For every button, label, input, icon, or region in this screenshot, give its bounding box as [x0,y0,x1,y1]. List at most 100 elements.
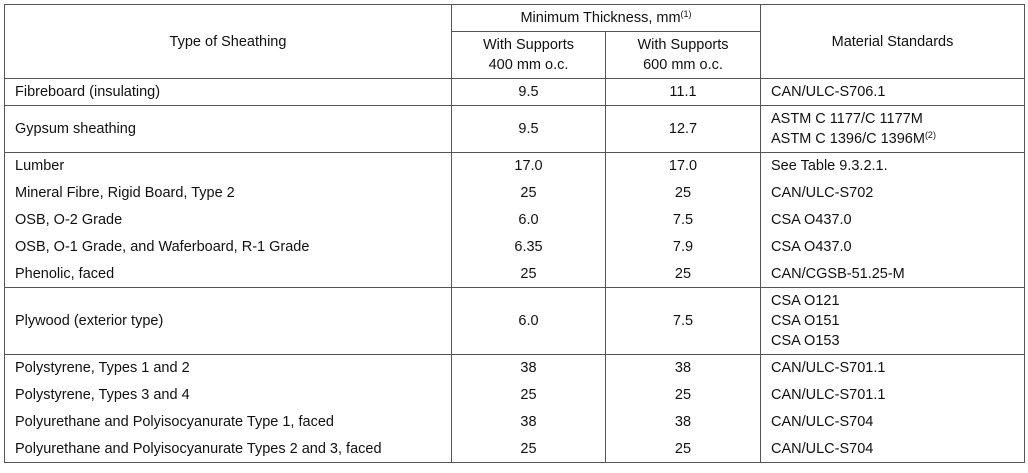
thickness-cell: 38 [605,408,761,436]
thickness-cell: 38 [451,354,606,382]
cell-text: Phenolic, faced [15,265,115,282]
thickness-cell: 11.1 [605,78,761,106]
standard-line: CAN/ULC-S701.1 [771,385,1014,405]
type-cell: OSB, O-2 Grade [4,206,452,234]
header-cell: Type of Sheathing [4,4,452,79]
standards-cell: ASTM C 1177/C 1177M ASTM C 1396/C 1396M(2… [760,105,1025,153]
cell-text: 6.0 [518,212,539,228]
thickness-cell: 25 [451,435,606,463]
cell-text: 38 [674,414,692,430]
thickness-cell: 25 [605,381,761,409]
row-group: Plywood (exterior type) 6.0 7.5 CSA O121 CSA… [4,287,1025,355]
standards-cell: CSA O437.0 [760,233,1025,261]
cell-text: 25 [674,440,692,457]
header-row: Type of Sheathing Minimum Thickness, mm(… [4,4,1025,79]
cell-text: Lumber [15,158,65,175]
thickness-cell: 25 [451,179,606,207]
cell-text: 25 [520,265,537,282]
cell-text: CAN/ULC-S701.1 [771,360,886,377]
header-row: With Supports 400 mm o.c. With Supports 60… [5,31,1025,79]
cell-text: 6.35 [514,239,543,255]
thickness-cell: 7.5 [605,287,761,355]
standard-line: CAN/ULC-S704 [771,439,1014,459]
standards-cell: CAN/ULC-S704 [760,435,1025,463]
table-row: Polyurethane and Polyisocyanurate Types … [4,435,1025,463]
cell-text: Polystyrene, Types 1 and 2 [15,360,190,377]
thickness-cell: 7.9 [605,233,761,261]
footnote-ref: (1) [680,9,692,19]
cell-text: 12.7 [668,121,698,137]
thickness-cell: 17.0 [605,152,761,180]
cell-text: CSA O121 [771,293,840,309]
cell-text: CAN/CGSB-51.25-M [771,265,905,282]
footnote-ref: (2) [924,130,936,140]
cell-text: 7.5 [672,313,694,329]
standards-cell: CAN/ULC-S706.1 [760,78,1025,106]
cell-text: CSA O437.0 [771,239,852,255]
type-cell: Phenolic, faced [4,260,452,288]
table-row: OSB, O-1 Grade, and Waferboard, R-1 Grad… [4,233,1025,261]
thickness-cell: 17.0 [451,152,606,180]
header-cell: With Supports 600 mm o.c. [605,31,761,79]
thickness-cell: 38 [605,354,761,382]
standard-line: CAN/ULC-S701.1 [771,358,1014,378]
type-cell: Polystyrene, Types 1 and 2 [4,354,452,382]
table-row: OSB, O-2 Grade 6.0 7.5 CSA O437.0 [4,206,1025,234]
cell-text: OSB, O-2 Grade [15,212,123,228]
cell-text: 6.0 [518,313,539,329]
cell-text: 38 [520,414,537,430]
standard-line: CSA O437.0 [771,237,1014,257]
table-row: Polystyrene, Types 3 and 4 25 25 CAN/ULC-S7… [4,381,1025,409]
cell-text: Polystyrene, Types 3 and 4 [15,387,190,403]
cell-text: Mineral Fibre, Rigid Board, Type 2 [15,185,235,201]
table-row: Gypsum sheathing 9.5 12.7 ASTM C 1177/C 117… [4,105,1025,153]
thickness-cell: 25 [605,179,761,207]
table-row: Polyurethane and Polyisocyanurate Type 1… [4,408,1025,436]
type-cell: Mineral Fibre, Rigid Board, Type 2 [4,179,452,207]
header-text: With Supports [482,37,575,53]
thickness-cell: 25 [451,381,606,409]
cell-text: 25 [674,185,692,201]
cell-text: CAN/ULC-S701.1 [771,387,886,403]
cell-text: CSA O151 [771,313,840,329]
header-text: With Supports [637,37,729,53]
thickness-cell: 6.0 [451,287,606,355]
cell-text: 25 [520,185,537,201]
standards-cell: CSA O437.0 [760,206,1025,234]
cell-text: Fibreboard (insulating) [15,84,161,100]
thickness-cell: 25 [605,260,761,288]
cell-text: CSA O153 [771,333,840,349]
header-cell: Minimum Thickness, mm(1) [451,4,761,32]
thickness-cell: 9.5 [451,78,606,106]
cell-text: 25 [520,387,537,403]
cell-text: 7.9 [672,239,694,255]
thickness-cell: 38 [451,408,606,436]
standards-cell: CAN/ULC-S701.1 [760,354,1025,382]
thickness-cell: 9.5 [451,105,606,153]
table-row: Plywood (exterior type) 6.0 7.5 CSA O121 CSA… [4,287,1025,355]
cell-text: Plywood (exterior type) [15,313,164,329]
header-text: Material Standards [831,33,954,50]
standards-cell: CAN/CGSB-51.25-M [760,260,1025,288]
header-cell: With Supports 400 mm o.c. [451,31,606,79]
cell-text: ASTM C 1396/C 1396M [771,131,925,147]
cell-text: Polyurethane and Polyisocyanurate Types … [15,440,382,457]
cell-text: CAN/ULC-S702 [771,185,874,201]
standard-line: ASTM C 1177/C 1177M [771,109,1014,129]
cell-text: 38 [520,360,537,377]
thickness-cell: 25 [451,260,606,288]
standard-line: CAN/ULC-S706.1 [771,82,1014,102]
cell-text: 7.5 [672,212,694,228]
header-text: Minimum Thickness, mm [520,10,681,26]
cell-text: 9.5 [518,121,539,137]
cell-text: CAN/ULC-S706.1 [771,84,886,100]
type-cell: OSB, O-1 Grade, and Waferboard, R-1 Grad… [4,233,452,261]
header-cell: Material Standards [760,4,1025,79]
standard-line: See Table 9.3.2.1. [771,156,1014,176]
cell-text: CAN/ULC-S704 [771,440,874,457]
row-group: Fibreboard (insulating) 9.5 11.1 CAN/ULC-S7… [4,78,1025,106]
row-group: Lumber 17.0 17.0 See Table 9.3.2.1. Mineral … [4,152,1025,288]
cell-text: 9.5 [518,84,539,100]
standard-line: ASTM C 1396/C 1396M(2) [771,129,1014,149]
